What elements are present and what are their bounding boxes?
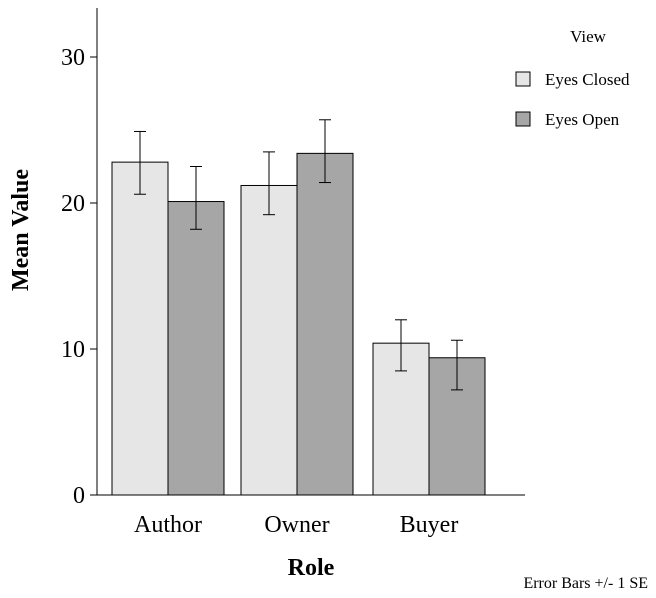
legend-label-eyes-open: Eyes Open [545,110,620,129]
x-tick-label-buyer: Buyer [400,512,459,538]
y-tick-label: 0 [73,483,85,509]
x-tick-label-owner: Owner [264,512,329,538]
y-axis-title: Mean Value [8,169,34,291]
y-tick-label: 30 [61,45,85,71]
x-axis-title: Role [288,555,335,581]
bar-owner-eyes-open [296,152,354,496]
legend-swatch-eyes-open [515,111,531,127]
legend-title: View [570,27,607,46]
legend-label-eyes-closed: Eyes Closed [545,70,630,89]
error-bars [134,119,463,391]
legend: View Eyes Closed Eyes Open [515,27,630,129]
axes: 0 10 20 30 Author Owner Buyer [61,8,525,538]
bar-owner-eyes-closed [240,184,298,496]
error-bar-note: Error Bars +/- 1 SE [523,575,648,592]
legend-swatch-eyes-closed [515,71,531,87]
bar-author-eyes-closed [111,161,169,496]
bar-author-eyes-open [167,201,225,496]
y-tick-label: 10 [61,337,85,363]
x-tick-label-author: Author [134,512,202,538]
bars [111,152,486,496]
y-tick-label: 20 [61,191,85,217]
